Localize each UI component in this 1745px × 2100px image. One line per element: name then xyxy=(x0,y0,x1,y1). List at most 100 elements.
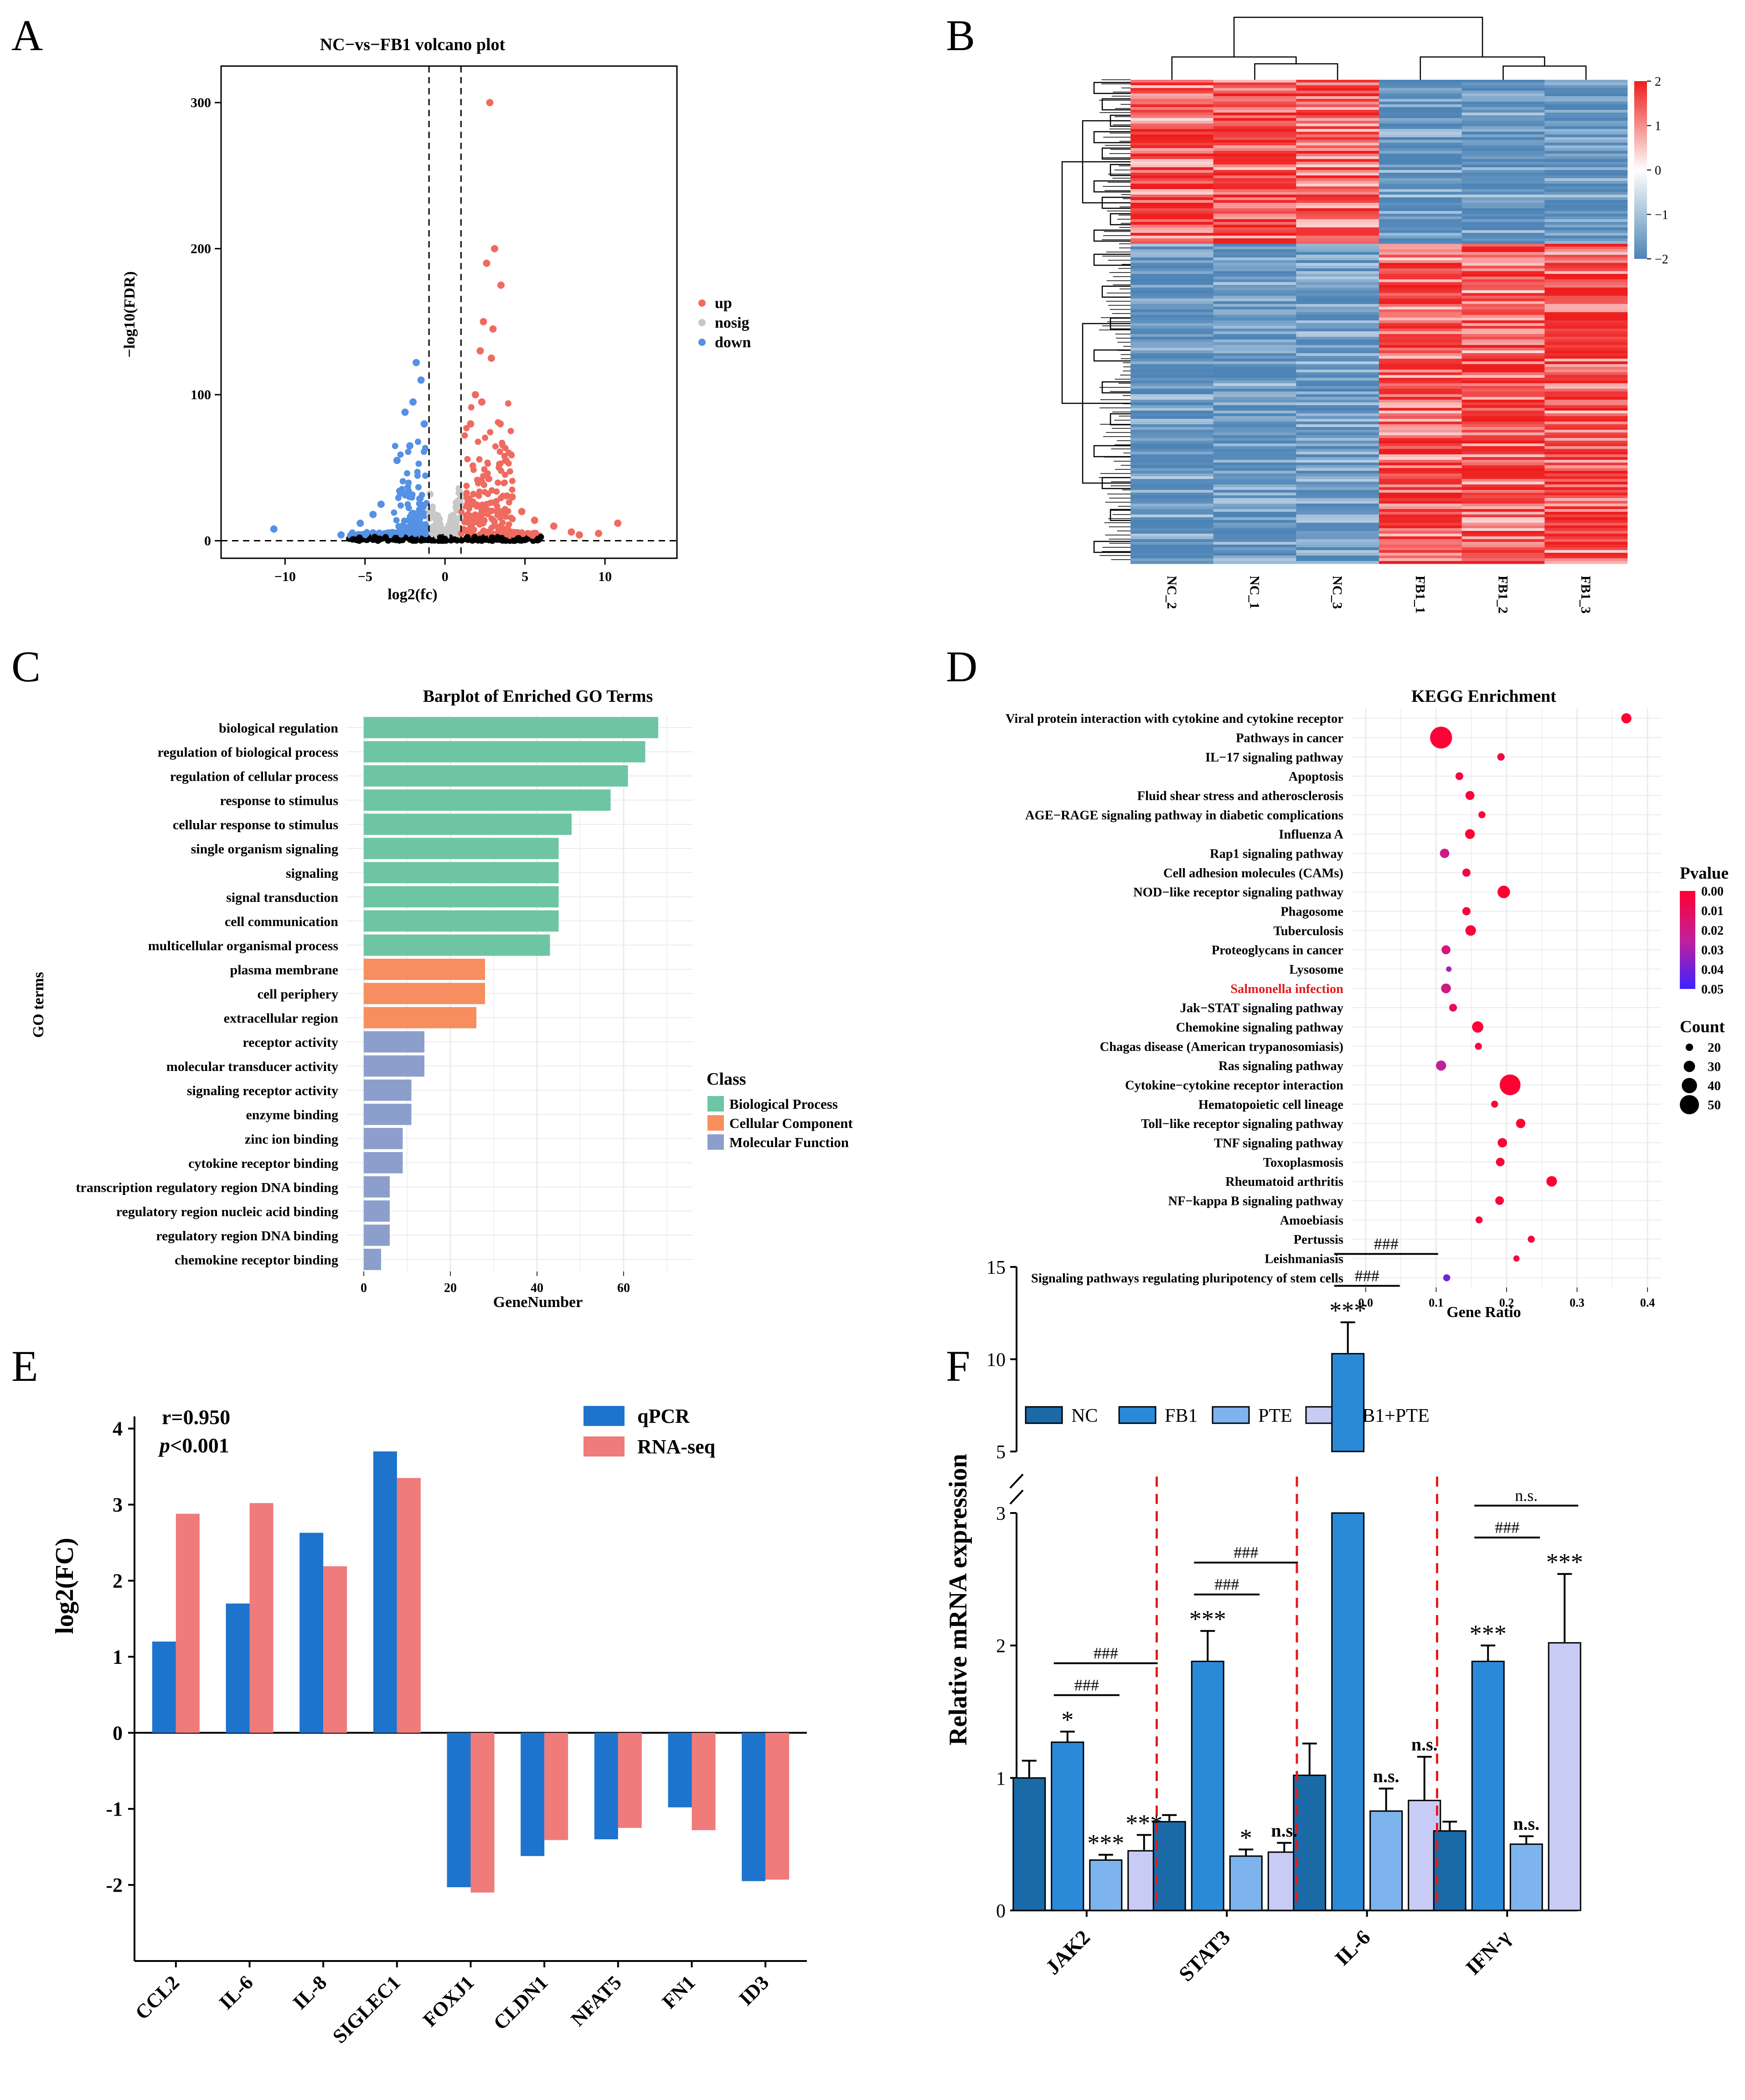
heatmap-cell xyxy=(1131,277,1214,280)
volcano-down-point xyxy=(417,376,425,384)
heatmap-cell xyxy=(1461,200,1545,203)
heatmap-cell xyxy=(1461,255,1545,258)
expression-category-label: IL-6 xyxy=(1330,1925,1375,1970)
heatmap-cell xyxy=(1131,110,1214,113)
heatmap-cell xyxy=(1131,309,1214,313)
heatmap-cell xyxy=(1544,520,1628,523)
heatmap-cell xyxy=(1544,132,1628,135)
heatmap-cell xyxy=(1544,528,1628,531)
volcano-sig-point xyxy=(414,438,421,445)
kegg-count-label: 20 xyxy=(1708,1040,1721,1055)
heatmap-cell xyxy=(1296,337,1379,340)
rnaseq-bar xyxy=(397,1478,421,1733)
heatmap-cell xyxy=(1131,463,1214,466)
heatmap-cell xyxy=(1131,274,1214,277)
heatmap-cell xyxy=(1213,435,1296,438)
heatmap-cell xyxy=(1379,515,1462,518)
heatmap-cell xyxy=(1379,274,1462,277)
heatmap-cell xyxy=(1213,255,1296,258)
heatmap-cell xyxy=(1131,378,1214,381)
heatmap-cell xyxy=(1544,312,1628,315)
heatmap-cell xyxy=(1379,547,1462,551)
dendrogram-link xyxy=(1110,317,1131,330)
kegg-xlabel: Gene Ratio xyxy=(1446,1304,1521,1321)
heatmap-cell xyxy=(1379,315,1462,318)
heatmap-cell xyxy=(1461,490,1545,493)
heatmap-cell xyxy=(1131,441,1214,444)
volcano-sig-point xyxy=(405,479,412,486)
volcano-sig-point xyxy=(492,443,499,450)
heatmap-cell xyxy=(1131,99,1214,102)
volcano-sig-point xyxy=(508,451,515,458)
heatmap-cell xyxy=(1213,372,1296,376)
heatmap-cell xyxy=(1213,353,1296,356)
heatmap-cell xyxy=(1461,348,1545,351)
kegg-term-label: Chemokine signaling pathway xyxy=(1176,1021,1343,1035)
heatmap-cell xyxy=(1213,427,1296,430)
heatmap-cell xyxy=(1461,104,1545,108)
heatmap-cell xyxy=(1461,561,1545,564)
heatmap-cell xyxy=(1544,525,1628,529)
kegg-term-label: Apoptosis xyxy=(1289,770,1343,784)
heatmap-cell xyxy=(1379,370,1462,373)
heatmap-cell xyxy=(1296,162,1379,165)
heatmap-cell xyxy=(1213,323,1296,326)
heatmap-cell xyxy=(1296,531,1379,534)
heatmap-cell xyxy=(1213,512,1296,515)
heatmap-cell xyxy=(1461,219,1545,222)
heatmap-cell xyxy=(1131,140,1214,143)
heatmap-cell xyxy=(1296,460,1379,463)
heatmap-cell xyxy=(1296,465,1379,468)
heatmap-cell xyxy=(1544,498,1628,501)
validation-ytick-label: 3 xyxy=(113,1494,123,1516)
heatmap-cell xyxy=(1296,340,1379,343)
heatmap-cell xyxy=(1131,419,1214,422)
heatmap-cell xyxy=(1131,165,1214,168)
volcano-cloud-point xyxy=(437,525,444,532)
heatmap-cell xyxy=(1544,432,1628,436)
heatmap-cell xyxy=(1461,159,1545,162)
heatmap-cell xyxy=(1296,482,1379,485)
heatmap-cell xyxy=(1131,408,1214,411)
heatmap-cell xyxy=(1296,132,1379,135)
heatmap-cell xyxy=(1379,531,1462,534)
heatmap-cell xyxy=(1296,427,1379,430)
heatmap-cell xyxy=(1379,222,1462,225)
panel-labels: A B C D E F xyxy=(11,11,977,1390)
heatmap-cell xyxy=(1379,154,1462,157)
expression-legend-swatch xyxy=(1212,1406,1250,1424)
heatmap-cell xyxy=(1544,238,1628,242)
heatmap-cell xyxy=(1461,460,1545,463)
heatmap-cell xyxy=(1379,340,1462,343)
heatmap-cell xyxy=(1379,173,1462,176)
volcano-sig-point xyxy=(496,464,502,471)
heatmap-cell xyxy=(1461,252,1545,255)
heatmap-cell xyxy=(1296,558,1379,561)
heatmap-cell xyxy=(1379,408,1462,411)
heatmap-cell xyxy=(1544,509,1628,512)
heatmap-cell xyxy=(1213,484,1296,488)
expression-bar xyxy=(1152,1821,1186,1911)
heatmap-cell xyxy=(1544,561,1628,564)
heatmap-cell xyxy=(1296,422,1379,425)
heatmap-cell xyxy=(1131,454,1214,458)
volcano-cloud-point xyxy=(521,536,528,543)
heatmap-cell xyxy=(1213,99,1296,102)
heatmap-cell xyxy=(1213,375,1296,378)
volcano-xlabel: log2(fc) xyxy=(387,586,438,603)
volcano-sig-point xyxy=(485,460,491,467)
heatmap-cell xyxy=(1379,438,1462,441)
go-bar xyxy=(364,1079,412,1101)
heatmap-cell xyxy=(1461,170,1545,173)
heatmap-cell xyxy=(1461,140,1545,143)
heatmap-cell xyxy=(1131,329,1214,332)
heatmap-cell xyxy=(1544,479,1628,482)
heatmap-cell xyxy=(1296,167,1379,170)
heatmap-cell xyxy=(1544,531,1628,534)
heatmap-cell xyxy=(1544,547,1628,551)
kegg-pvalue-tick-label: 0.01 xyxy=(1701,904,1724,918)
kegg-term-label: TNF signaling pathway xyxy=(1214,1137,1343,1151)
expression-axis-break xyxy=(1009,1473,1024,1489)
kegg-term-label: NOD−like receptor signaling pathway xyxy=(1133,885,1343,900)
heatmap-cell xyxy=(1461,465,1545,468)
